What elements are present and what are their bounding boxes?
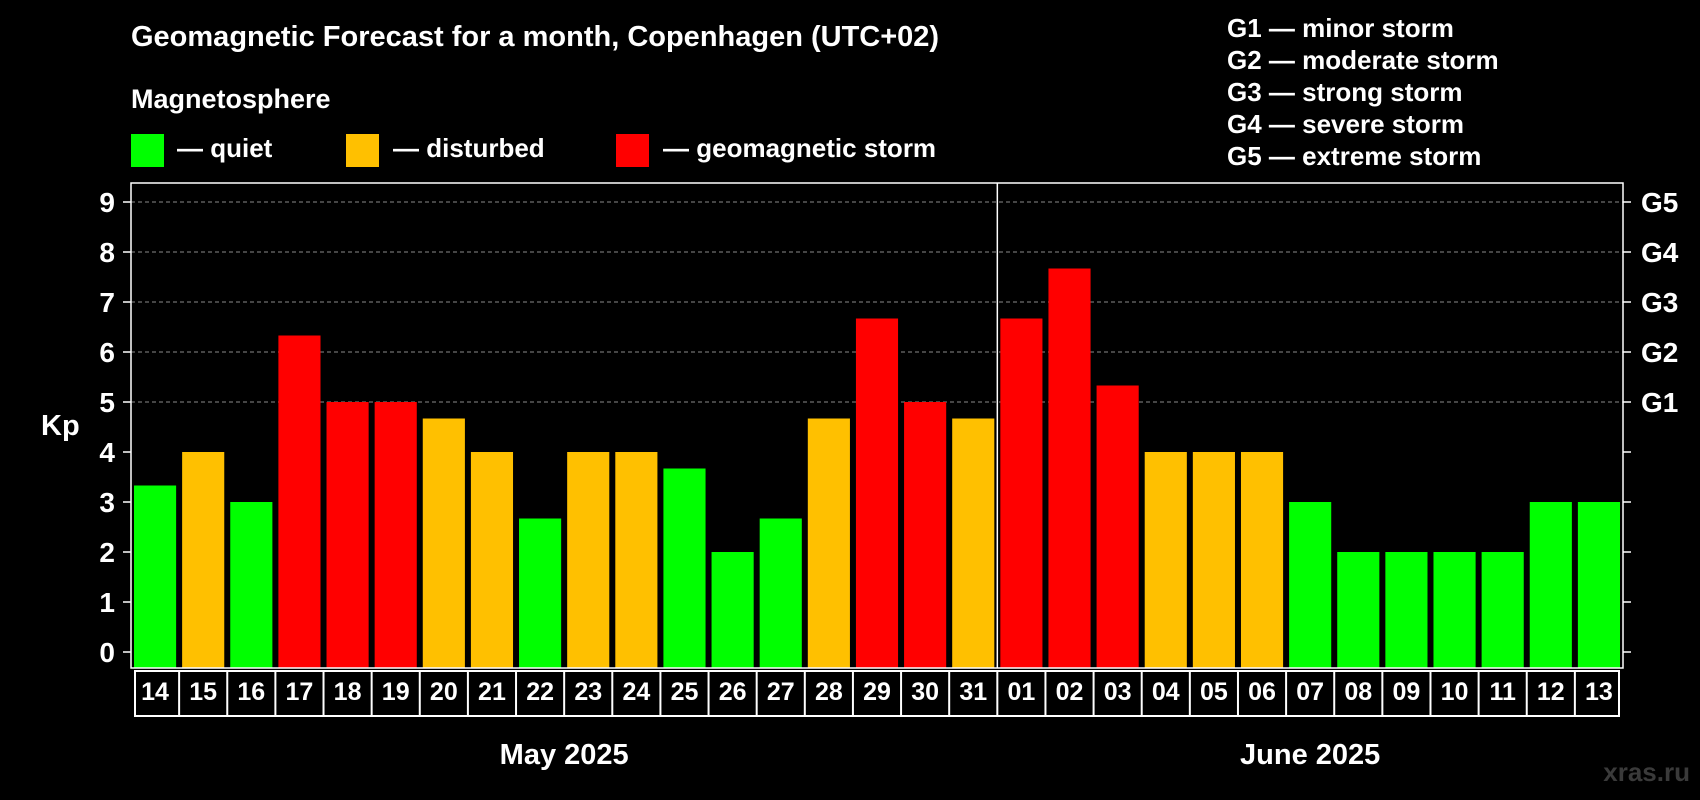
- x-tick-label-05: 05: [1200, 678, 1228, 706]
- bar-day-27: [759, 518, 802, 668]
- bar-day-24: [615, 452, 658, 668]
- bar-day-19: [374, 402, 417, 668]
- right-axis-label-g2: G2: [1641, 337, 1678, 368]
- x-tick-label-01: 01: [1007, 678, 1035, 706]
- bar-day-17: [278, 335, 321, 668]
- x-tick-label-21: 21: [478, 678, 506, 706]
- y-tick-label-8: 8: [99, 237, 115, 268]
- y-tick-label-2: 2: [99, 537, 115, 568]
- x-tick-label-10: 10: [1441, 678, 1469, 706]
- x-tick-label-08: 08: [1344, 678, 1372, 706]
- bar-day-29: [855, 318, 899, 668]
- bar-day-04: [1144, 452, 1187, 668]
- bar-day-20: [422, 418, 465, 668]
- bar-day-01: [1000, 318, 1043, 668]
- bar-day-23: [567, 452, 610, 668]
- plot-frame: [130, 182, 1624, 669]
- y-tick-label-3: 3: [99, 487, 115, 518]
- day-label-row: [134, 670, 1620, 717]
- x-tick-label-26: 26: [719, 678, 747, 706]
- month-label-1: June 2025: [1240, 739, 1380, 771]
- bar-day-16: [230, 502, 273, 668]
- bar-day-12: [1529, 502, 1572, 668]
- bar-day-11: [1481, 552, 1524, 668]
- y-axis-label: Kp: [41, 410, 80, 442]
- chart-title: Geomagnetic Forecast for a month, Copenh…: [131, 21, 940, 53]
- bar-day-03: [1096, 385, 1139, 668]
- bar-day-25: [663, 468, 706, 668]
- bar-day-26: [711, 552, 754, 668]
- x-tick-label-07: 07: [1296, 678, 1324, 706]
- legend-label-disturbed: — disturbed: [393, 133, 545, 163]
- x-tick-label-22: 22: [526, 678, 554, 706]
- x-tick-label-02: 02: [1056, 678, 1084, 706]
- x-tick-label-18: 18: [334, 678, 362, 706]
- legend-label-storm: — geomagnetic storm: [663, 133, 937, 163]
- y-tick-label-1: 1: [99, 587, 115, 618]
- right-axis-label-g3: G3: [1641, 287, 1678, 318]
- x-tick-label-11: 11: [1489, 678, 1516, 706]
- bar-day-18: [326, 402, 369, 668]
- x-tick-label-04: 04: [1152, 678, 1180, 706]
- y-tick-label-9: 9: [99, 187, 115, 218]
- legend-swatch-storm: [616, 134, 649, 167]
- x-tick-label-03: 03: [1104, 678, 1132, 706]
- bar-day-21: [470, 452, 514, 668]
- storm-scale-g2: G2 — moderate storm: [1227, 45, 1499, 75]
- bar-day-13: [1577, 502, 1620, 668]
- bar-day-28: [807, 418, 850, 668]
- x-tick-label-31: 31: [959, 678, 987, 706]
- right-axis-label-g4: G4: [1641, 237, 1679, 268]
- y-tick-label-6: 6: [99, 337, 115, 368]
- x-tick-label-12: 12: [1537, 678, 1565, 706]
- bar-day-10: [1433, 552, 1476, 668]
- storm-scale-g3: G3 — strong storm: [1227, 77, 1463, 107]
- y-tick-label-7: 7: [99, 287, 115, 318]
- x-tick-label-25: 25: [671, 678, 699, 706]
- bar-day-06: [1240, 452, 1284, 668]
- storm-scale-g5: G5 — extreme storm: [1227, 141, 1482, 171]
- y-tick-label-5: 5: [99, 387, 115, 418]
- bar-day-30: [904, 402, 947, 668]
- storm-scale-g1: G1 — minor storm: [1227, 13, 1454, 43]
- bar-day-09: [1385, 552, 1428, 668]
- x-tick-label-30: 30: [911, 678, 939, 706]
- month-label-0: May 2025: [500, 739, 629, 771]
- x-tick-label-16: 16: [237, 678, 265, 706]
- legend-swatch-quiet: [131, 134, 164, 167]
- bar-day-08: [1337, 552, 1380, 668]
- legend-swatch-disturbed: [346, 134, 379, 167]
- x-tick-label-27: 27: [767, 678, 795, 706]
- x-tick-label-28: 28: [815, 678, 843, 706]
- x-tick-label-20: 20: [430, 678, 458, 706]
- bar-day-31: [952, 418, 995, 668]
- storm-scale-g4: G4 — severe storm: [1227, 109, 1465, 139]
- x-tick-label-14: 14: [141, 678, 169, 706]
- bar-day-14: [134, 485, 177, 668]
- bar-day-22: [519, 518, 562, 668]
- x-tick-label-17: 17: [286, 678, 314, 706]
- right-axis-label-g1: G1: [1641, 387, 1678, 418]
- x-tick-label-13: 13: [1585, 678, 1613, 706]
- x-tick-label-24: 24: [622, 678, 650, 706]
- legend-heading: Magnetosphere: [131, 84, 331, 114]
- legend-label-quiet: — quiet: [177, 133, 273, 163]
- x-tick-label-15: 15: [189, 678, 217, 706]
- x-tick-label-29: 29: [863, 678, 891, 706]
- y-tick-label-4: 4: [99, 437, 115, 468]
- x-tick-label-23: 23: [574, 678, 602, 706]
- right-axis-label-g5: G5: [1641, 187, 1678, 218]
- x-tick-label-09: 09: [1393, 678, 1421, 706]
- x-tick-label-19: 19: [382, 678, 410, 706]
- bar-day-05: [1192, 452, 1235, 668]
- watermark: xras.ru: [1603, 757, 1690, 787]
- bar-day-07: [1289, 502, 1332, 668]
- y-tick-label-0: 0: [99, 637, 115, 668]
- bar-day-15: [182, 452, 225, 668]
- bar-day-02: [1048, 268, 1091, 668]
- x-tick-label-06: 06: [1248, 678, 1276, 706]
